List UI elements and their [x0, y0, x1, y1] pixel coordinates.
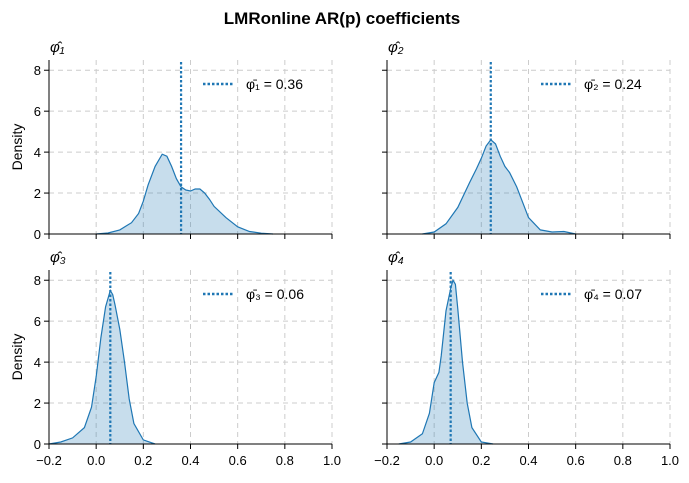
- density-area: [96, 154, 273, 234]
- density-line: [422, 138, 576, 235]
- x-tick-label: 0.2: [472, 453, 490, 468]
- x-tick-label: −0.2: [36, 453, 62, 468]
- density-area: [398, 280, 494, 444]
- panel-4: −0.2 0.0 0.2 0.4 0.6 0.8 1.0 φ̂₄ φ̄₄ = 0.07: [374, 249, 679, 468]
- density-area: [49, 290, 156, 444]
- density-line: [398, 278, 494, 445]
- legend-label: φ̄₁ = 0.36: [246, 76, 303, 92]
- panel-title: φ̂₃: [50, 249, 66, 266]
- y-tick-label: 2: [34, 186, 41, 201]
- y-tick-label: 6: [34, 104, 41, 119]
- y-tick-label: 2: [34, 396, 41, 411]
- x-tick-label: 0.8: [614, 453, 632, 468]
- x-tick-label: 0.8: [276, 453, 294, 468]
- panel-1: 0 2 4 6 8 Density φ̂₁ φ̄₁ = 0.36: [9, 39, 333, 242]
- y-tick-label: 0: [34, 437, 41, 452]
- legend-label: φ̄₂ = 0.24: [584, 76, 642, 92]
- x-tick-label: 0.0: [87, 453, 105, 468]
- density-area: [422, 139, 576, 234]
- x-tick-label: 0.4: [519, 453, 537, 468]
- x-tick-label: 0.6: [567, 453, 585, 468]
- panel-title: φ̂₁: [50, 39, 65, 56]
- y-tick-label: 4: [34, 145, 41, 160]
- x-tick-label: 0.6: [229, 453, 247, 468]
- x-tick-label: 1.0: [661, 453, 679, 468]
- panel-2: φ̂₂ φ̄₂ = 0.24: [382, 39, 671, 239]
- legend-label: φ̄₄ = 0.07: [584, 286, 642, 302]
- x-tick-label: 0.2: [134, 453, 152, 468]
- y-tick-label: 0: [34, 227, 41, 242]
- panel-title: φ̂₄: [388, 249, 404, 266]
- legend-label: φ̄₃ = 0.06: [246, 286, 304, 302]
- x-tick-label: 1.0: [323, 453, 341, 468]
- y-axis-label: Density: [9, 334, 25, 381]
- panel-title: φ̂₂: [388, 39, 404, 56]
- y-tick-label: 8: [34, 63, 41, 78]
- x-tick-label: −0.2: [374, 453, 400, 468]
- y-tick-label: 6: [34, 314, 41, 329]
- x-tick-label: 0.0: [425, 453, 443, 468]
- x-tick-label: 0.4: [181, 453, 199, 468]
- chart-title: LMRonline AR(p) coefficients: [224, 9, 460, 28]
- panels: 0 2 4 6 8 Density φ̂₁ φ̄₁ = 0.36 φ̂₂ φ̄₂ = 0.24 0 2…: [9, 39, 679, 468]
- density-line: [96, 153, 274, 235]
- y-tick-label: 4: [34, 355, 41, 370]
- y-axis-label: Density: [9, 124, 25, 171]
- panel-3: 0 2 4 6 8 −0.2 0.0 0.2 0.4 0.6 0.8 1.0 Density φ̂₃ φ̄₃…: [9, 249, 341, 468]
- y-tick-label: 8: [34, 273, 41, 288]
